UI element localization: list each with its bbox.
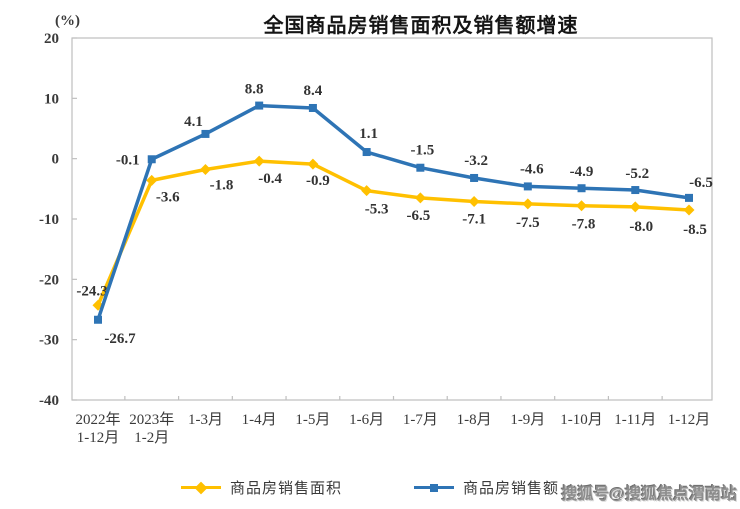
data-label: -0.1 [116, 152, 140, 168]
x-axis-tick-label: 1-12月 [668, 412, 711, 428]
data-label: 1.1 [359, 126, 378, 142]
square-marker-icon [430, 483, 438, 492]
data-point-marker [199, 164, 211, 176]
data-label: -6.5 [406, 208, 430, 224]
y-axis-tick-label: -40 [39, 393, 59, 409]
data-label: -7.5 [516, 215, 540, 231]
data-label: -1.5 [410, 143, 434, 159]
data-label: -26.7 [104, 331, 136, 347]
legend-item-sales-area: 商品房销售面积 [180, 477, 342, 498]
data-label: -24.3 [76, 283, 107, 299]
data-point-marker [255, 101, 264, 110]
data-point-marker [308, 103, 317, 112]
x-axis-tick-label: 1-8月 [457, 412, 492, 428]
x-axis-tick-label: 1-11月 [614, 412, 656, 428]
x-axis-tick-label: 1-7月 [403, 412, 438, 428]
y-axis-tick-label: -30 [39, 333, 59, 349]
data-point-marker [94, 315, 102, 324]
data-label: -4.9 [570, 164, 594, 180]
x-axis-tick-label: 1-9月 [510, 412, 545, 428]
series-line [96, 103, 691, 322]
data-point-marker [468, 196, 480, 208]
x-axis-tick-label: 2023年 1-2月 [129, 411, 174, 446]
data-label: -3.6 [156, 189, 180, 205]
legend-label-sales-amount: 商品房销售额 [463, 481, 560, 497]
data-point-marker [629, 201, 641, 213]
data-point-marker [307, 158, 319, 170]
data-label: -3.2 [464, 153, 488, 169]
data-label: -5.2 [625, 166, 649, 182]
data-point-marker [362, 148, 371, 157]
x-axis-tick-label: 1-4月 [242, 412, 277, 428]
data-point-marker [577, 184, 586, 193]
data-point-marker [361, 185, 373, 197]
y-axis-tick-label: 10 [44, 91, 59, 107]
data-label: -8.5 [683, 222, 707, 238]
data-label: 8.8 [245, 82, 264, 98]
data-label: -8.0 [629, 219, 653, 235]
series-line [96, 159, 691, 308]
data-point-marker [146, 174, 158, 186]
plot-frame [71, 37, 713, 401]
plot-area: 20 10 0 -10 -20 -30 -40 2022年 1-12月 2023年 1-2月 1-3月… [39, 31, 713, 446]
y-axis-tick-label: 0 [52, 152, 60, 168]
x-axis-tick-label: 1-5月 [295, 412, 330, 428]
legend: 商品房销售面积 商品房销售额 [0, 477, 740, 498]
data-label: -6.5 [689, 175, 713, 191]
data-label: 8.4 [304, 83, 323, 99]
data-label: 4.1 [184, 114, 203, 130]
data-label: -7.8 [572, 217, 596, 233]
data-point-marker [470, 173, 479, 182]
legend-item-sales-amount: 商品房销售额 [414, 477, 559, 498]
y-axis-tick-label: -10 [39, 212, 59, 228]
diamond-marker-icon [194, 481, 208, 494]
data-point-marker [416, 163, 425, 172]
chart-title: 全国商品房销售面积及销售额增速 [263, 15, 579, 37]
data-point-marker [414, 192, 426, 204]
watermark: 搜狐号@搜狐焦点渭南站 [561, 486, 737, 503]
data-point-marker [522, 198, 534, 210]
data-label: -4.6 [520, 161, 544, 177]
data-label: -1.8 [210, 178, 234, 194]
x-axis-tick-label: 1-3月 [188, 412, 223, 428]
data-point-marker [253, 155, 265, 167]
x-axis-tick-label: 1-10月 [560, 412, 603, 428]
y-axis-tick-label: -20 [39, 272, 59, 288]
data-label: -7.1 [462, 212, 486, 228]
data-point-marker [576, 200, 588, 212]
data-label: -0.9 [306, 173, 330, 189]
data-point-marker [523, 182, 532, 191]
x-axis-tick-label: 1-6月 [349, 412, 384, 428]
legend-line-sales-amount [414, 483, 454, 492]
data-label: -0.4 [258, 171, 282, 187]
data-point-marker [147, 155, 156, 164]
legend-label-sales-area: 商品房销售面积 [229, 481, 342, 497]
data-point-marker [631, 186, 640, 195]
legend-line-sales-area [180, 481, 221, 494]
x-axis-tick-label: 2022年 1-12月 [75, 411, 120, 446]
data-point-marker [201, 129, 210, 138]
y-axis-tick-label: 20 [44, 31, 59, 47]
data-point-marker [683, 204, 695, 216]
data-point-marker [685, 193, 693, 202]
data-label: -5.3 [365, 202, 389, 218]
y-axis-unit-label: (%) [55, 13, 80, 29]
